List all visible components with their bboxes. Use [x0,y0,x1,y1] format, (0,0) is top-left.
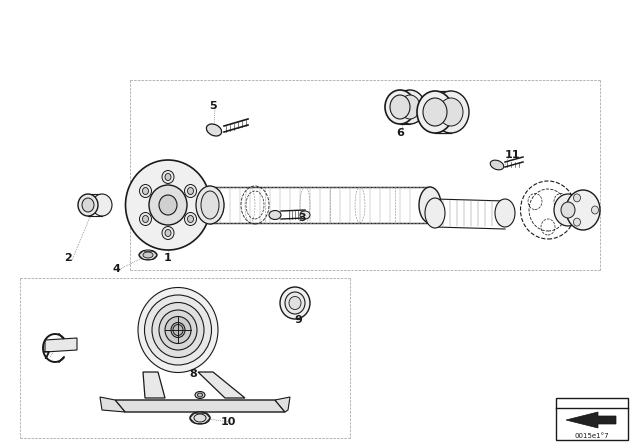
Ellipse shape [125,160,211,250]
Text: 7: 7 [42,351,50,361]
Polygon shape [275,397,290,412]
Ellipse shape [184,185,196,198]
Ellipse shape [561,202,575,218]
Polygon shape [143,372,165,398]
Ellipse shape [162,227,174,240]
Ellipse shape [190,412,210,424]
Ellipse shape [417,91,453,133]
Polygon shape [115,400,285,412]
Ellipse shape [395,90,425,124]
Ellipse shape [285,292,305,314]
Ellipse shape [573,194,580,202]
Text: 10: 10 [220,417,236,427]
Ellipse shape [188,215,193,223]
Ellipse shape [188,188,193,194]
Ellipse shape [159,310,197,350]
Ellipse shape [194,414,206,422]
Ellipse shape [419,187,441,223]
Ellipse shape [199,187,221,223]
Ellipse shape [433,91,469,133]
Ellipse shape [573,218,580,226]
Ellipse shape [171,323,185,337]
Ellipse shape [143,252,153,258]
Ellipse shape [390,95,410,119]
Ellipse shape [591,206,598,214]
Text: 5: 5 [209,101,217,111]
Ellipse shape [159,195,177,215]
Ellipse shape [143,215,148,223]
Text: 2: 2 [64,253,72,263]
Ellipse shape [165,229,171,237]
Ellipse shape [140,212,152,225]
Polygon shape [100,397,125,412]
Polygon shape [45,338,77,352]
Ellipse shape [139,250,157,260]
Ellipse shape [78,194,98,216]
Ellipse shape [289,297,301,310]
Ellipse shape [165,173,171,181]
Ellipse shape [152,302,204,358]
Text: 8: 8 [189,369,197,379]
Ellipse shape [206,124,221,136]
Ellipse shape [184,212,196,225]
Ellipse shape [173,324,183,336]
Ellipse shape [201,191,219,219]
Text: 1: 1 [164,253,172,263]
Ellipse shape [195,392,205,399]
Ellipse shape [385,90,415,124]
Polygon shape [566,412,616,428]
Ellipse shape [400,95,420,119]
Ellipse shape [423,98,447,126]
Ellipse shape [143,188,148,194]
Text: 11: 11 [504,150,520,160]
Text: 6: 6 [396,128,404,138]
Ellipse shape [490,160,504,170]
Ellipse shape [554,194,582,226]
Ellipse shape [149,185,187,225]
Ellipse shape [145,295,211,365]
Text: 9: 9 [294,315,302,325]
Ellipse shape [198,393,202,397]
Ellipse shape [439,98,463,126]
Polygon shape [198,372,245,398]
Ellipse shape [165,316,191,344]
Ellipse shape [140,185,152,198]
Ellipse shape [196,186,224,224]
Ellipse shape [269,211,281,220]
Text: 3: 3 [298,213,306,223]
Ellipse shape [92,194,112,216]
Ellipse shape [82,198,94,212]
Ellipse shape [300,211,310,219]
Ellipse shape [425,198,445,228]
Text: 0015e1°7: 0015e1°7 [575,433,609,439]
Ellipse shape [138,288,218,372]
Ellipse shape [162,171,174,184]
Ellipse shape [280,287,310,319]
Ellipse shape [566,190,600,230]
Ellipse shape [495,199,515,227]
Text: 4: 4 [112,264,120,274]
Bar [556,398,628,440]
